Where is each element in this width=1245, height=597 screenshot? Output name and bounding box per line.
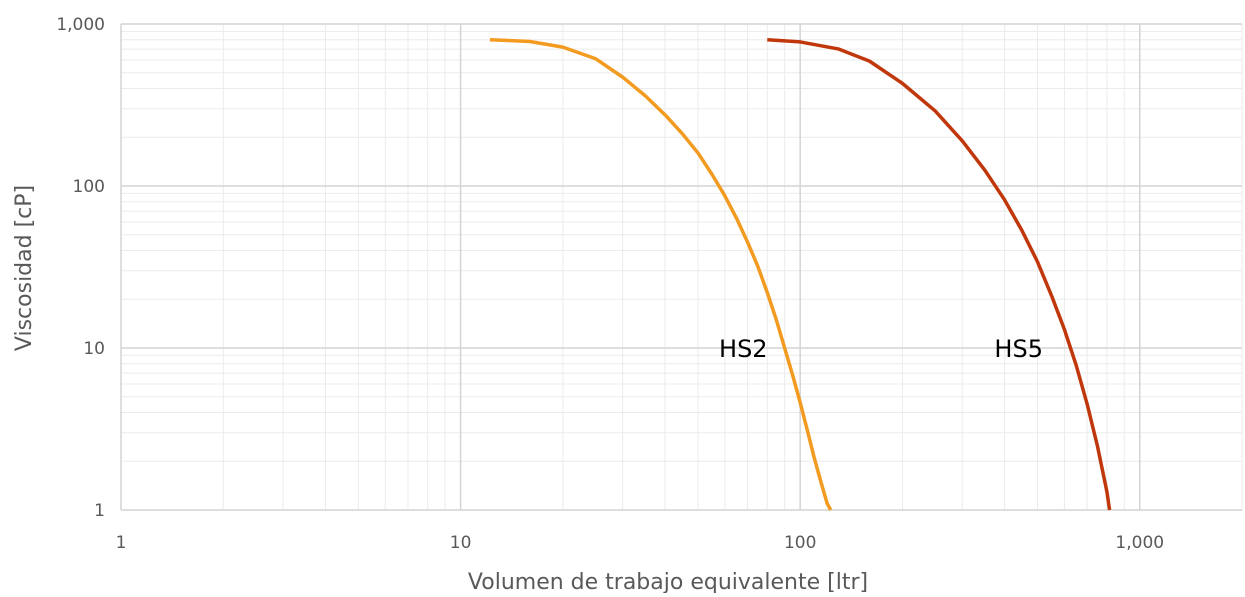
x-axis-title: Volumen de trabajo equivalente [ltr]	[468, 570, 868, 593]
y-tick-label: 1,000	[56, 15, 105, 35]
major-gridlines	[120, 23, 1242, 511]
series-annotation-hs5: HS5	[994, 335, 1043, 363]
x-tick-label: 100	[784, 533, 816, 553]
x-tick-label: 10	[450, 533, 472, 553]
series-annotation-hs2: HS2	[719, 335, 768, 363]
y-axis-tick-labels: 1 10 100 1,000	[56, 15, 105, 521]
y-tick-label: 10	[83, 339, 105, 359]
y-axis-title: Viscosidad [cP]	[12, 185, 37, 351]
series-annotations: HS2 HS5	[719, 335, 1043, 363]
series-line-hs2	[489, 37, 833, 511]
x-tick-label: 1,000	[1115, 533, 1164, 553]
x-tick-label: 1	[116, 533, 127, 553]
x-axis-tick-labels: 1 10 100 1,000	[116, 533, 1165, 553]
minor-gridlines	[121, 24, 1243, 510]
y-tick-label: 1	[94, 501, 105, 521]
series-layer	[489, 37, 1112, 511]
series-line-hs5	[767, 37, 1112, 511]
y-tick-label: 100	[73, 177, 105, 197]
